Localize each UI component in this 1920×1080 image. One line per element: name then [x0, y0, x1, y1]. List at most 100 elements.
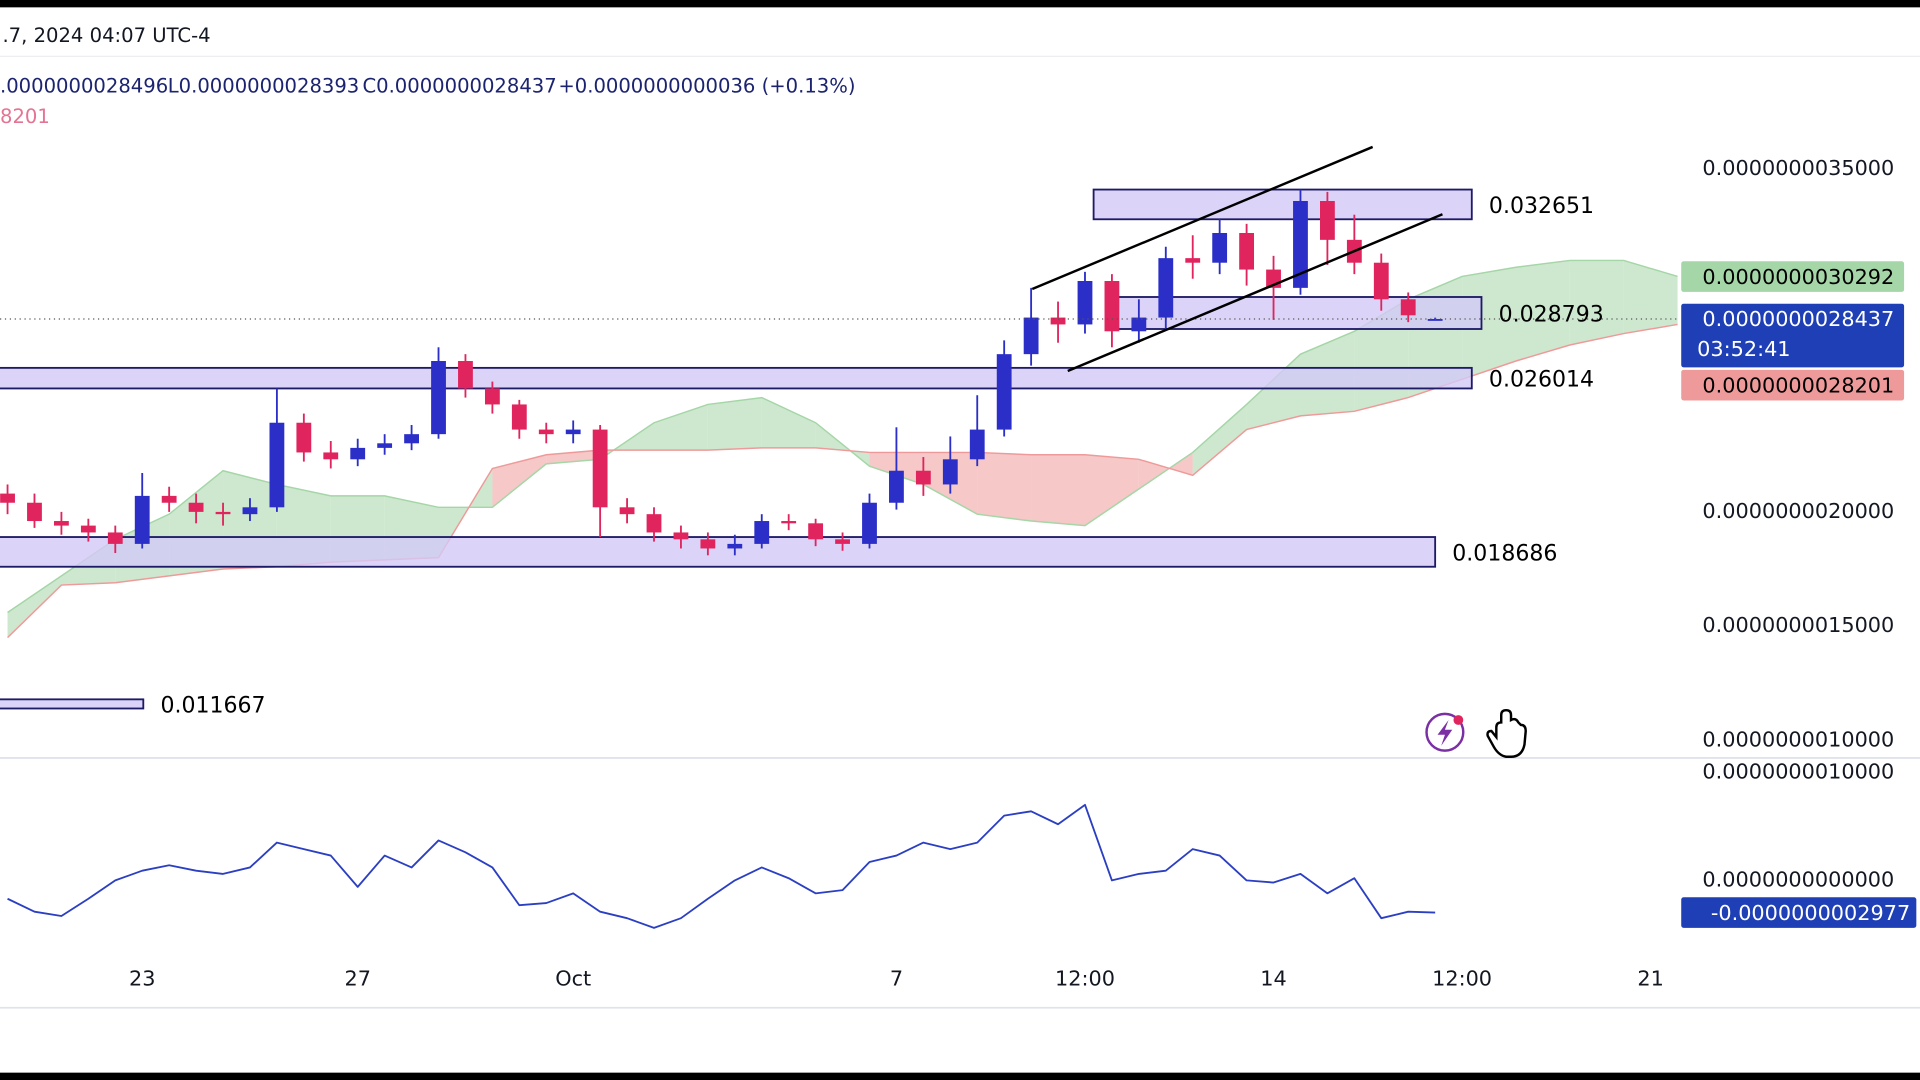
candle-body	[134, 495, 150, 544]
candle-body	[996, 354, 1012, 430]
candle-body	[700, 539, 716, 549]
labels-layer: 0.032651 0.028793 0.026014 0.018686 0.011667…	[129, 156, 1917, 991]
price-badge-label: 0.0000000028201	[1702, 373, 1894, 397]
candle-body	[0, 493, 15, 503]
candle-body	[323, 452, 339, 460]
cloud-fill	[492, 454, 547, 508]
lightning-icon[interactable]	[1425, 712, 1465, 752]
header-close: C0.0000000028437	[362, 74, 556, 97]
candle-body	[242, 507, 258, 515]
frame-bottom	[0, 1072, 1920, 1080]
candle-body	[1131, 317, 1147, 332]
candle-body	[538, 429, 554, 435]
candle-body	[1023, 317, 1039, 355]
trend-line	[1031, 145, 1374, 291]
oscillator-badge-label: -0.0000000002977	[1711, 901, 1910, 925]
zone-label: 0.018686	[1452, 541, 1557, 566]
candle-body	[673, 532, 689, 540]
y-tick-label: 0.0000000015000	[1702, 613, 1894, 637]
zones-layer	[0, 188, 1483, 710]
cloud-fill	[1462, 267, 1516, 380]
candle-body	[808, 523, 824, 540]
candle-body	[1158, 258, 1174, 318]
candle-body	[1104, 280, 1120, 332]
x-tick-label: 23	[129, 967, 155, 991]
candle-body	[296, 422, 312, 453]
oscillator-line	[7, 803, 1436, 929]
candle-body	[511, 404, 527, 430]
zone-label: 0.026014	[1489, 368, 1594, 393]
oscillator-layer	[7, 803, 1436, 929]
cloud-fill	[1569, 260, 1624, 346]
hand-cursor	[1486, 708, 1527, 758]
candle-body	[942, 459, 958, 485]
candle-body	[54, 521, 69, 526]
zone	[0, 366, 1473, 390]
price-badge	[1681, 303, 1905, 368]
cloud-fill	[1192, 404, 1247, 476]
header-low: L0.0000000028393	[168, 74, 360, 97]
zone	[1111, 296, 1483, 330]
candle-body	[161, 495, 177, 503]
cloud-fill	[1623, 260, 1678, 334]
cloud-fill	[761, 397, 816, 448]
candle-body	[1427, 319, 1443, 321]
candle-body	[835, 539, 850, 544]
header-change: +0.0000000000036 (+0.13%)	[558, 74, 855, 97]
x-tick-label: 12:00	[1432, 967, 1492, 991]
candle-body	[754, 521, 770, 544]
zone-label: 0.028793	[1499, 302, 1604, 327]
zone-label: 0.032651	[1489, 194, 1594, 219]
price-badge	[1681, 261, 1905, 292]
candle-body	[1293, 200, 1308, 288]
y-tick-label: 0.0000000035000	[1702, 156, 1894, 180]
candle-body	[188, 502, 204, 512]
candle-body	[915, 470, 931, 485]
cloud-fill	[1031, 454, 1085, 526]
countdown: 03:52:41	[1697, 337, 1790, 361]
frame-top	[0, 0, 1920, 8]
y-tick-label: 0.0000000010000	[1702, 727, 1894, 751]
candle-body	[350, 447, 366, 460]
x-tick-label: Oct	[555, 967, 591, 991]
x-tick-label: 21	[1637, 967, 1663, 991]
icon-dot	[1453, 715, 1464, 725]
icon-bolt[interactable]	[1437, 720, 1453, 746]
cloud-fill	[977, 452, 1032, 522]
zone	[1092, 188, 1473, 221]
candle-body	[1077, 280, 1093, 325]
candle-body	[646, 514, 662, 533]
x-tick-label: 14	[1260, 967, 1286, 991]
candle-body	[1373, 262, 1389, 300]
candles-layer	[0, 189, 1680, 556]
candle-body	[969, 429, 985, 460]
candle-body	[1239, 232, 1255, 270]
candle-body	[1050, 317, 1066, 325]
x-tick-label: 27	[344, 967, 370, 991]
candle-body	[1212, 232, 1228, 263]
candle-body	[619, 507, 635, 515]
header-date: .7, 2024 04:07 UTC-4	[2, 24, 210, 47]
x-tick-label: 12:00	[1055, 967, 1115, 991]
candle-body	[431, 361, 446, 435]
candle-body	[592, 429, 608, 508]
header-high: .0000000028496	[0, 74, 168, 97]
candle-body	[404, 434, 419, 444]
price-badge-label: 0.0000000028437	[1702, 307, 1894, 331]
y-tick-label: 0.0000000020000	[1702, 499, 1894, 523]
price-badge	[1681, 369, 1905, 401]
candle-body	[1400, 299, 1416, 316]
candle-body	[80, 525, 96, 533]
candle-body	[269, 422, 285, 508]
indicator-value: 8201	[0, 105, 50, 128]
candle-body	[458, 361, 473, 389]
candle-body	[1185, 258, 1201, 263]
candle-body	[215, 511, 231, 515]
cloud-fill	[707, 397, 762, 451]
zone	[0, 698, 145, 710]
y-tick-label: 0.0000000000000	[1702, 867, 1894, 891]
cloud-fill	[7, 575, 62, 638]
candle-body	[484, 388, 500, 405]
